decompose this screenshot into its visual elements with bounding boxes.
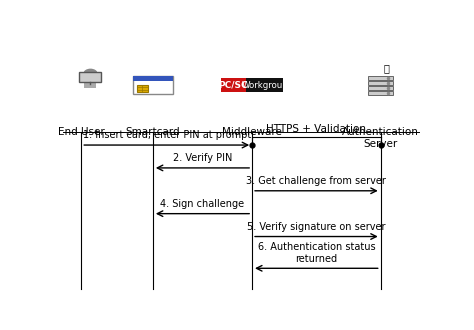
Bar bbox=[133, 76, 173, 81]
Bar bbox=[80, 72, 101, 82]
Text: Workgroup: Workgroup bbox=[241, 81, 288, 90]
Bar bbox=[137, 84, 148, 92]
Text: PC/SC: PC/SC bbox=[219, 81, 248, 90]
Text: Smartcard: Smartcard bbox=[126, 127, 180, 137]
Bar bbox=[368, 81, 393, 85]
Text: 4. Sign challenge: 4. Sign challenge bbox=[161, 199, 245, 209]
Bar bbox=[133, 76, 173, 94]
Bar bbox=[368, 86, 393, 90]
Text: 🔒: 🔒 bbox=[384, 64, 390, 74]
Text: Middleware: Middleware bbox=[222, 127, 282, 137]
Text: 3. Get challenge from server: 3. Get challenge from server bbox=[246, 176, 386, 186]
Text: Authentication
Server: Authentication Server bbox=[342, 127, 419, 149]
Circle shape bbox=[84, 69, 97, 79]
Bar bbox=[221, 78, 246, 92]
Text: 1. Insert card, enter PIN at prompt: 1. Insert card, enter PIN at prompt bbox=[82, 130, 251, 141]
Bar bbox=[368, 76, 393, 80]
Bar bbox=[84, 75, 96, 88]
Text: 2. Verify PIN: 2. Verify PIN bbox=[173, 153, 232, 163]
Text: 6. Authentication status
returned: 6. Authentication status returned bbox=[257, 242, 375, 264]
Bar bbox=[221, 78, 283, 92]
Bar bbox=[368, 91, 393, 95]
Text: 5. Verify signature on server: 5. Verify signature on server bbox=[247, 222, 386, 232]
Text: End User: End User bbox=[58, 127, 105, 137]
Text: HTTPS + Validation: HTTPS + Validation bbox=[266, 124, 366, 134]
